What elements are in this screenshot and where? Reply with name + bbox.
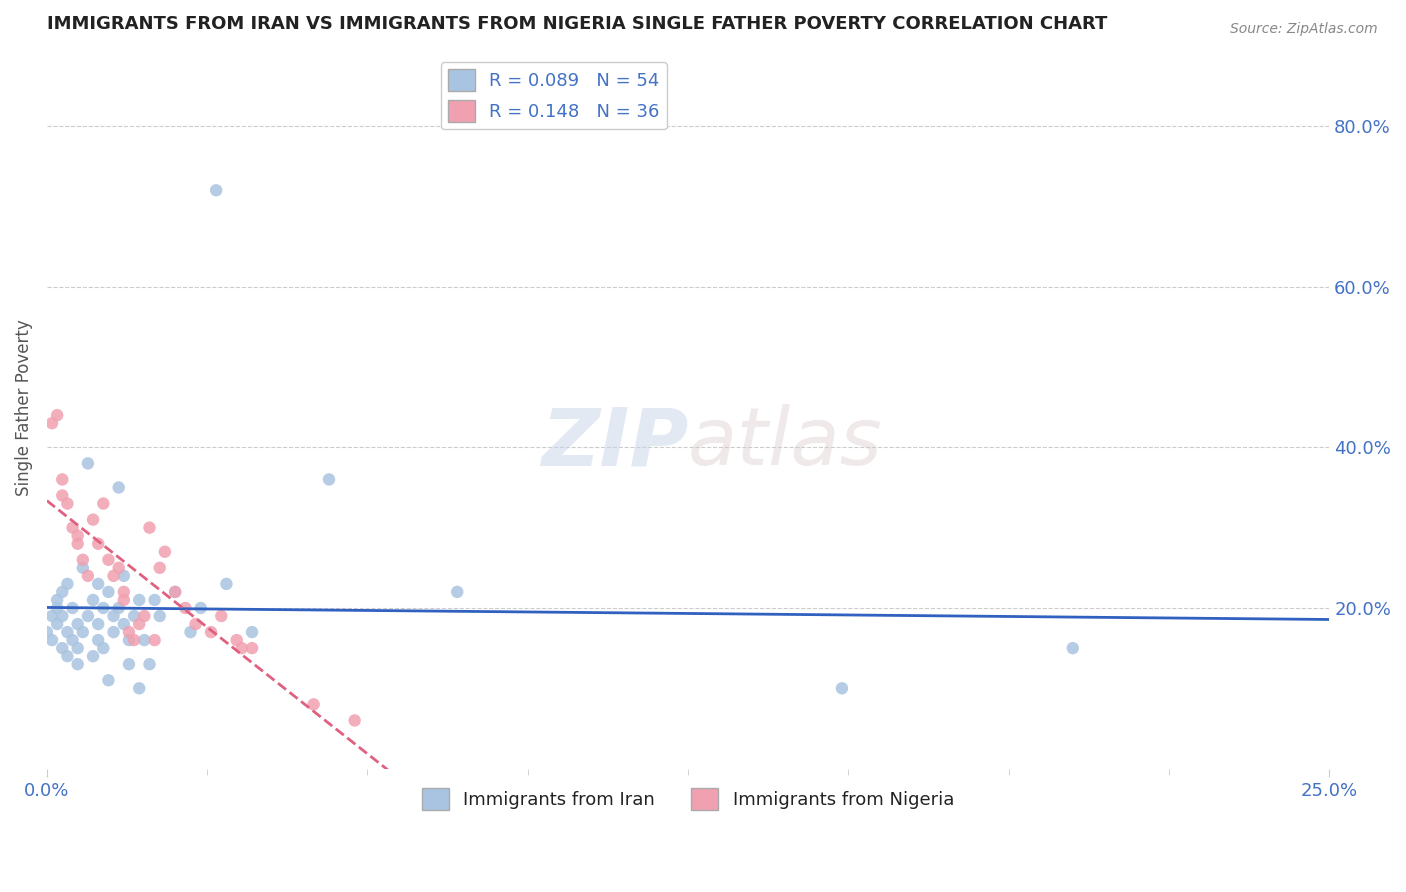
Point bbox=[66, 617, 89, 632]
Point bbox=[77, 569, 100, 583]
Point bbox=[66, 657, 89, 672]
Point bbox=[118, 625, 141, 640]
Point bbox=[128, 681, 150, 696]
Point bbox=[138, 657, 160, 672]
Point bbox=[107, 481, 129, 495]
Point bbox=[35, 625, 58, 640]
Point bbox=[143, 593, 166, 607]
Point bbox=[1062, 641, 1084, 656]
Point bbox=[46, 408, 69, 422]
Point bbox=[91, 641, 114, 656]
Point bbox=[128, 593, 150, 607]
Point bbox=[118, 633, 141, 648]
Point bbox=[128, 617, 150, 632]
Point bbox=[225, 633, 247, 648]
Point bbox=[72, 625, 94, 640]
Point bbox=[46, 617, 69, 632]
Point bbox=[103, 569, 125, 583]
Point bbox=[149, 609, 172, 624]
Point bbox=[62, 633, 84, 648]
Text: atlas: atlas bbox=[688, 404, 883, 483]
Point bbox=[66, 641, 89, 656]
Point bbox=[122, 633, 145, 648]
Point bbox=[112, 593, 135, 607]
Point bbox=[82, 593, 104, 607]
Point bbox=[66, 529, 89, 543]
Point bbox=[122, 609, 145, 624]
Point bbox=[56, 577, 79, 591]
Point bbox=[240, 641, 263, 656]
Y-axis label: Single Father Poverty: Single Father Poverty bbox=[15, 318, 32, 496]
Point bbox=[138, 521, 160, 535]
Point bbox=[56, 625, 79, 640]
Point bbox=[112, 585, 135, 599]
Point bbox=[165, 585, 187, 599]
Point bbox=[51, 473, 73, 487]
Point bbox=[200, 625, 222, 640]
Point bbox=[153, 545, 176, 559]
Point bbox=[87, 617, 110, 632]
Point bbox=[205, 183, 228, 197]
Point bbox=[302, 698, 325, 712]
Point bbox=[107, 601, 129, 615]
Point bbox=[87, 537, 110, 551]
Point bbox=[143, 633, 166, 648]
Text: ZIP: ZIP bbox=[541, 404, 688, 483]
Point bbox=[97, 553, 120, 567]
Point bbox=[91, 601, 114, 615]
Point bbox=[51, 585, 73, 599]
Point bbox=[66, 537, 89, 551]
Point bbox=[51, 489, 73, 503]
Text: Source: ZipAtlas.com: Source: ZipAtlas.com bbox=[1230, 22, 1378, 37]
Point bbox=[240, 625, 263, 640]
Point bbox=[82, 513, 104, 527]
Point bbox=[72, 553, 94, 567]
Legend: Immigrants from Iran, Immigrants from Nigeria: Immigrants from Iran, Immigrants from Ni… bbox=[415, 781, 962, 817]
Point bbox=[82, 649, 104, 664]
Point bbox=[209, 609, 232, 624]
Point bbox=[72, 561, 94, 575]
Point bbox=[56, 649, 79, 664]
Point bbox=[831, 681, 853, 696]
Point bbox=[97, 585, 120, 599]
Point bbox=[149, 561, 172, 575]
Point bbox=[46, 593, 69, 607]
Point bbox=[46, 601, 69, 615]
Point bbox=[318, 473, 340, 487]
Point bbox=[231, 641, 253, 656]
Text: IMMIGRANTS FROM IRAN VS IMMIGRANTS FROM NIGERIA SINGLE FATHER POVERTY CORRELATIO: IMMIGRANTS FROM IRAN VS IMMIGRANTS FROM … bbox=[46, 15, 1108, 33]
Point bbox=[190, 601, 212, 615]
Point bbox=[87, 577, 110, 591]
Point bbox=[107, 561, 129, 575]
Point bbox=[56, 497, 79, 511]
Point bbox=[343, 714, 366, 728]
Point bbox=[51, 641, 73, 656]
Point bbox=[77, 609, 100, 624]
Point bbox=[180, 625, 202, 640]
Point bbox=[97, 673, 120, 688]
Point bbox=[112, 569, 135, 583]
Point bbox=[118, 657, 141, 672]
Point bbox=[215, 577, 238, 591]
Point bbox=[91, 497, 114, 511]
Point bbox=[51, 609, 73, 624]
Point bbox=[87, 633, 110, 648]
Point bbox=[184, 617, 207, 632]
Point bbox=[62, 601, 84, 615]
Point bbox=[112, 617, 135, 632]
Point bbox=[134, 609, 156, 624]
Point bbox=[174, 601, 197, 615]
Point bbox=[446, 585, 468, 599]
Point bbox=[103, 625, 125, 640]
Point bbox=[41, 609, 63, 624]
Point bbox=[165, 585, 187, 599]
Point bbox=[103, 609, 125, 624]
Point bbox=[62, 521, 84, 535]
Point bbox=[41, 416, 63, 430]
Point bbox=[41, 633, 63, 648]
Point bbox=[134, 633, 156, 648]
Point bbox=[77, 456, 100, 470]
